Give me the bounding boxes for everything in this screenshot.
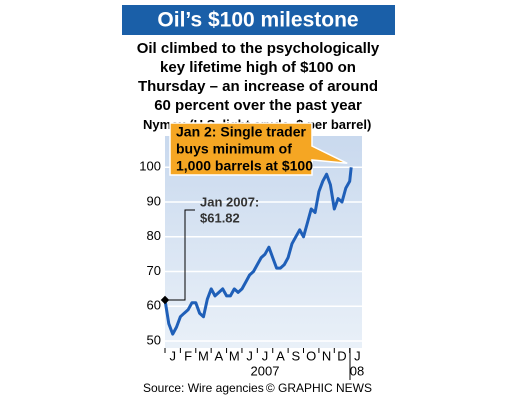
credit: © GRAPHIC NEWS: [266, 381, 372, 395]
title-bar: [122, 5, 395, 35]
x-tick-label: F: [184, 348, 192, 363]
y-tick-label: 70: [147, 263, 161, 278]
price-line: [163, 167, 353, 336]
annotation: Jan 2: Single trader: [176, 124, 306, 140]
y-tick-label: 60: [147, 298, 161, 313]
annotation: $61.82: [200, 210, 240, 225]
y-tick-label: 50: [147, 332, 161, 347]
annotation: buys minimum of: [176, 141, 292, 157]
subtitle: Oil climbed to the psychologically: [137, 40, 380, 57]
x-axis-label: 08: [350, 363, 364, 378]
x-tick-label: D: [337, 348, 346, 363]
y-tick-label: 100: [139, 159, 161, 174]
y-tick-label: 90: [147, 193, 161, 208]
source: Source: Wire agencies: [143, 381, 264, 395]
leader-line: [165, 209, 195, 301]
annotation: Jan 2007:: [200, 194, 259, 209]
callout-box: [169, 122, 348, 176]
x-tick-label: M: [229, 348, 240, 363]
subtitle: key lifetime high of $100 on: [160, 59, 356, 76]
x-tick-label: N: [322, 348, 331, 363]
x-tick-label: M: [198, 348, 209, 363]
subtitle: 60 percent over the past year: [154, 97, 362, 114]
x-tick-label: S: [291, 348, 300, 363]
y-tick-label: 80: [147, 228, 161, 243]
x-tick-label: J: [262, 348, 269, 363]
x-tick-label: J: [246, 348, 253, 363]
x-tick-label: J: [354, 348, 361, 363]
subtitle: Thursday – an increase of around: [138, 78, 378, 95]
x-tick-label: O: [306, 348, 316, 363]
marker: [160, 295, 170, 305]
x-axis-label: 2007: [251, 363, 280, 378]
x-tick-label: J: [169, 348, 176, 363]
chart-title: Oil’s $100 milestone: [157, 9, 358, 32]
annotation: 1,000 barrels at $100: [176, 158, 313, 174]
x-tick-label: A: [276, 348, 285, 363]
x-tick-label: A: [215, 348, 224, 363]
